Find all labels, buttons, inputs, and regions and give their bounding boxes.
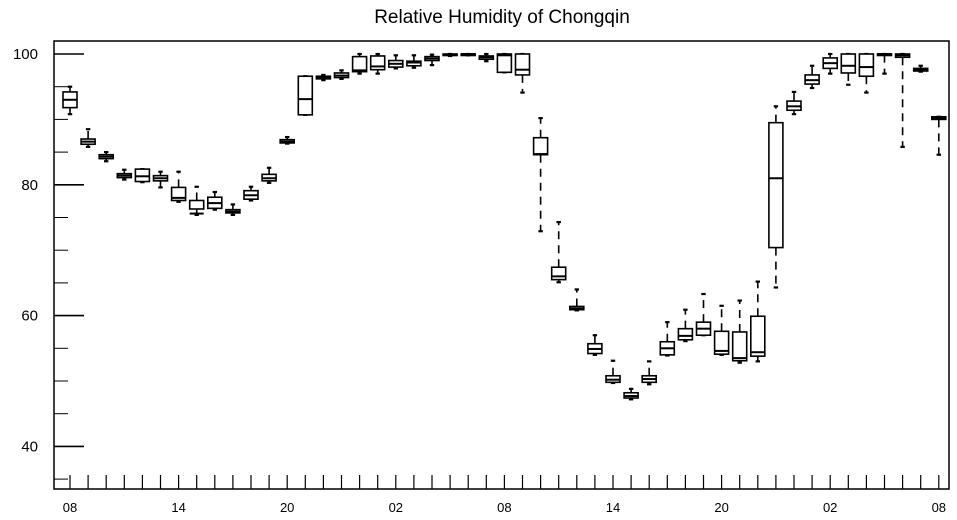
y-tick-label: 40 bbox=[21, 438, 38, 455]
box-hour-36 bbox=[713, 304, 730, 356]
x-tick-label: 02 bbox=[389, 500, 403, 515]
box-hour-6 bbox=[170, 170, 187, 203]
box-hour-14 bbox=[315, 73, 332, 82]
y-tick-label: 60 bbox=[21, 308, 38, 325]
box-hour-17 bbox=[369, 52, 386, 75]
box-hour-48 bbox=[930, 115, 947, 156]
x-tick-label: 02 bbox=[823, 500, 837, 515]
box-iqr bbox=[188, 199, 205, 210]
x-tick-label: 20 bbox=[280, 500, 294, 515]
x-tick-label: 20 bbox=[714, 500, 728, 515]
box-hour-4 bbox=[134, 168, 151, 184]
box-iqr bbox=[351, 55, 368, 73]
box-iqr bbox=[550, 266, 567, 281]
box-hour-21 bbox=[442, 52, 458, 58]
box-hour-18 bbox=[387, 54, 404, 70]
y-axis: 40 60 80 100 bbox=[13, 46, 84, 480]
box-hour-25 bbox=[514, 52, 531, 94]
box-hour-28 bbox=[568, 288, 585, 312]
box-hour-26 bbox=[532, 116, 549, 233]
box-hour-23 bbox=[478, 52, 495, 63]
box-hour-5 bbox=[152, 170, 169, 189]
box-hour-12 bbox=[279, 135, 296, 145]
box-hour-0 bbox=[62, 85, 78, 116]
box-hour-1 bbox=[80, 128, 96, 148]
box-hour-19 bbox=[406, 54, 422, 69]
plot-frame bbox=[53, 40, 950, 490]
box-hour-31 bbox=[623, 387, 639, 401]
box-iqr bbox=[749, 315, 766, 357]
box-hour-44 bbox=[858, 52, 875, 94]
box-iqr bbox=[297, 75, 314, 116]
x-tick-label: 14 bbox=[171, 500, 185, 515]
box-iqr bbox=[731, 331, 748, 362]
box-iqr bbox=[677, 327, 694, 341]
box-hour-11 bbox=[261, 166, 277, 184]
box-hour-29 bbox=[587, 334, 603, 356]
box-iqr bbox=[496, 53, 513, 74]
box-hour-27 bbox=[550, 220, 567, 284]
box-iqr bbox=[840, 53, 857, 74]
x-tick-label: 08 bbox=[63, 500, 77, 515]
box-hour-41 bbox=[804, 64, 820, 90]
box-iqr bbox=[514, 53, 531, 76]
box-hour-24 bbox=[496, 52, 513, 74]
box-hour-3 bbox=[116, 168, 133, 181]
box-hour-47 bbox=[912, 64, 929, 73]
box-hour-42 bbox=[822, 52, 839, 75]
box-hour-32 bbox=[641, 360, 658, 386]
box-hour-30 bbox=[605, 359, 621, 385]
box-hour-20 bbox=[424, 53, 440, 67]
box-hour-34 bbox=[677, 308, 694, 343]
box-hour-2 bbox=[98, 151, 114, 163]
box-hour-22 bbox=[460, 52, 477, 57]
box-hour-39 bbox=[768, 105, 784, 289]
y-tick-label: 100 bbox=[13, 46, 38, 63]
box-hour-10 bbox=[243, 185, 259, 202]
box-iqr bbox=[858, 53, 875, 78]
box-iqr bbox=[532, 136, 549, 156]
x-tick-label: 14 bbox=[606, 500, 620, 515]
x-tick-label: 08 bbox=[932, 500, 946, 515]
x-axis: 08 14 20 02 08 14 20 02 08 bbox=[63, 475, 946, 515]
box-hour-15 bbox=[333, 69, 350, 80]
box-series bbox=[62, 52, 947, 401]
box-iqr bbox=[768, 121, 784, 249]
box-hour-43 bbox=[840, 52, 857, 86]
box-hour-37 bbox=[731, 299, 748, 364]
box-hour-46 bbox=[894, 52, 911, 148]
box-hour-9 bbox=[225, 203, 241, 216]
y-tick-label: 80 bbox=[21, 177, 38, 194]
box-hour-38 bbox=[749, 280, 766, 363]
box-hour-16 bbox=[351, 52, 368, 75]
box-hour-40 bbox=[786, 90, 802, 116]
box-hour-35 bbox=[695, 292, 712, 337]
chart-title: Relative Humidity of Chongqin bbox=[374, 7, 630, 28]
box-hour-8 bbox=[207, 190, 223, 211]
box-hour-45 bbox=[876, 52, 893, 75]
box-hour-13 bbox=[297, 75, 314, 116]
box-iqr bbox=[713, 330, 730, 355]
x-tick-label: 08 bbox=[497, 500, 511, 515]
box-hour-7 bbox=[188, 185, 205, 216]
box-hour-33 bbox=[659, 321, 676, 357]
box-iqr bbox=[369, 55, 386, 71]
